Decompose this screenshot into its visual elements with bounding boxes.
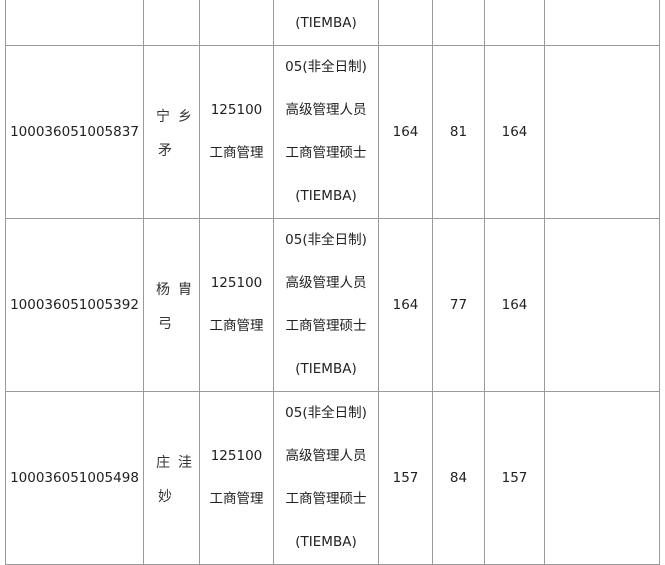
major-cell: 125100 工商管理 — [199, 391, 274, 565]
admission-table: (TIEMBA) 100036051005837 宁 乡 矛 125100 工商管理… — [5, 0, 660, 565]
table-row: (TIEMBA) — [5, 0, 660, 46]
major-cell: 125100 工商管理 — [199, 45, 274, 219]
name-fragment: 弓 — [158, 316, 172, 332]
major-code: 125100 — [210, 275, 263, 291]
name-fragment: 妙 — [158, 489, 172, 505]
score-total: 164 — [378, 218, 433, 392]
score-total: 164 — [378, 45, 433, 219]
name-fragment: 庄 — [156, 455, 170, 471]
remarks-cell — [544, 218, 660, 392]
candidate-id: 100036051005498 — [5, 391, 144, 565]
program-cell: 05(非全日制) 高级管理人员 工商管理硕士 (TIEMBA) — [273, 218, 379, 392]
program-line: 高级管理人员 — [285, 102, 367, 118]
name-fragment: 宁 — [156, 109, 170, 125]
score-final: 164 — [484, 218, 545, 392]
score-part: 77 — [432, 218, 485, 392]
name-fragment: 乡 — [178, 109, 192, 125]
candidate-id: 100036051005837 — [5, 45, 144, 219]
remarks-cell — [544, 391, 660, 565]
program-line: 工商管理硕士 — [285, 145, 367, 161]
major-name: 工商管理 — [209, 491, 264, 507]
candidate-name: 宁 乡 矛 — [143, 45, 200, 219]
score-total: 157 — [378, 391, 433, 565]
major-code: 125100 — [210, 448, 263, 464]
program-line: (TIEMBA) — [295, 361, 357, 377]
score-final: 164 — [484, 45, 545, 219]
program-line: 高级管理人员 — [285, 448, 367, 464]
program-line: 高级管理人员 — [285, 275, 367, 291]
program-line: 工商管理硕士 — [285, 491, 367, 507]
name-fragment: 洼 — [178, 455, 192, 471]
program-cell: 05(非全日制) 高级管理人员 工商管理硕士 (TIEMBA) — [273, 391, 379, 565]
remarks-cell — [544, 45, 660, 219]
table-row: 100036051005392 杨 胄 弓 125100 工商管理 05(非全日制) 高… — [5, 218, 660, 392]
program-line: (TIEMBA) — [295, 188, 357, 204]
name-fragment: 杨 — [156, 282, 170, 298]
program-line: (TIEMBA) — [295, 534, 357, 550]
major-cell: 125100 工商管理 — [199, 218, 274, 392]
candidate-id: 100036051005392 — [5, 218, 144, 392]
program-line: 05(非全日制) — [285, 232, 367, 248]
program-cell: 05(非全日制) 高级管理人员 工商管理硕士 (TIEMBA) — [273, 45, 379, 219]
program-line: 05(非全日制) — [285, 59, 367, 75]
program-line: 工商管理硕士 — [285, 318, 367, 334]
score-part: 81 — [432, 45, 485, 219]
major-code: 125100 — [210, 102, 263, 118]
name-fragment: 矛 — [158, 143, 172, 159]
candidate-name: 庄 洼 妙 — [143, 391, 200, 565]
major-name: 工商管理 — [209, 145, 264, 161]
table-row: 100036051005498 庄 洼 妙 125100 工商管理 05(非全日制) 高… — [5, 391, 660, 565]
program-cell: (TIEMBA) — [273, 0, 379, 46]
table-row: 100036051005837 宁 乡 矛 125100 工商管理 05(非全日制) 高… — [5, 45, 660, 219]
program-line: 05(非全日制) — [285, 405, 367, 421]
name-fragment: 胄 — [178, 282, 192, 298]
score-part: 84 — [432, 391, 485, 565]
score-final: 157 — [484, 391, 545, 565]
major-name: 工商管理 — [209, 318, 264, 334]
candidate-name: 杨 胄 弓 — [143, 218, 200, 392]
